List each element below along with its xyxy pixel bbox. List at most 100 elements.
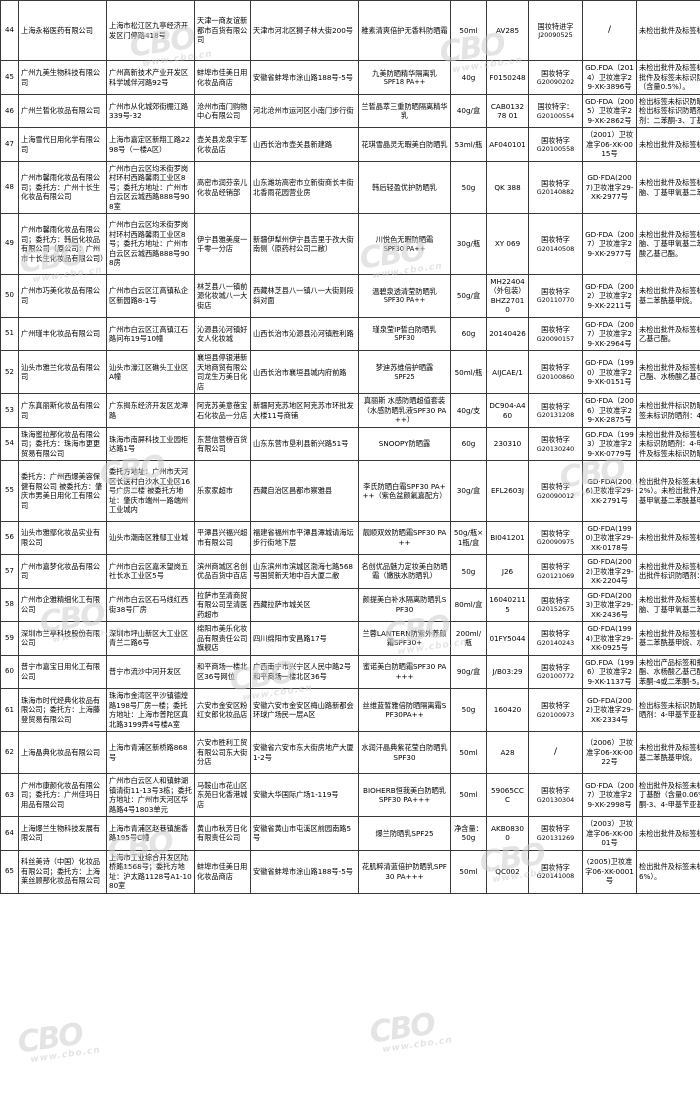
manufacturer-address-cell: 上海市嘉定区新翔工路2298号（一楼A区） xyxy=(106,127,195,162)
standard-number-cell: GD·FDA（2006）卫妆准字29-XK-2875号 xyxy=(582,393,637,428)
manufacturer-address-cell: 广州市白云区人和镇蚌湖镇清街11-13号3栋；委托方地址：广州市天河区华路路4号… xyxy=(106,773,195,818)
nonconforming-item-cell: 未检出批件及标签标识防晒剂：甲氧基肉桂酸乙基己酯"。 xyxy=(636,0,700,62)
watermark-small-text: www.cbo.cn xyxy=(381,1035,454,1056)
sampled-seller-address-cell: 新疆伊犁州伊宁县吉里于孜大街南侧（原药村公司二敝） xyxy=(250,213,359,275)
product-name-cell: 真丽斯 水感防晒超值套装（水感防晒乳液SPF30 PA++） xyxy=(358,393,451,428)
manufacturer-name-cell: 广州九美生物科技有限公司 xyxy=(18,60,107,95)
manufacturer-address-cell: 上海市工业综合开发区陆桥路1568号；委托方地址：沪太路1128号A1-1080… xyxy=(106,849,195,894)
table-row: 54 珠海蜜拉鄯化妆品有限公司；委托方：珠海市更更贸易有限公司 珠海市南屏科技工业园… xyxy=(0,426,700,462)
row-index-cell: 49 xyxy=(0,213,19,275)
approval-number-code: G20131208 xyxy=(536,411,575,420)
approval-number-main: 国妆特字 xyxy=(541,68,570,78)
table-row: 44 上海永裕医药有限公司 上海市松江区九亭经济开发区门停路418号 天津一商友谊新都… xyxy=(0,0,700,62)
specification-cell: 50ml/瓶 xyxy=(450,350,487,395)
table-row: 63 广州市康颜化妆品有限公司；委托方：广州佳玛日用品有限公司 广州市白云区人和镇蚌… xyxy=(0,773,700,818)
approval-number-cell: 国妆特字： G20100554 xyxy=(528,93,583,129)
manufacturer-address-cell: 上海市青浦区新桥路868号 xyxy=(106,731,195,775)
table-row: 46 广州兰皙化妆品有限公司 广州市从化城郊街棚江路339号-32 沧州市南门购物中心… xyxy=(0,93,700,129)
product-name-cell: 水润汗晶典紫花莹白防晒乳SPF30 xyxy=(358,731,451,775)
specification-cell: 60g xyxy=(450,426,487,462)
sampled-seller-address-cell: 安徽六安市金安区梅山路新都会环球广场民一层A区 xyxy=(250,688,359,733)
table-row: 56 汕头市雅鄢化妆品实业有限公司 汕头市潮南区雅鄢工业城 平潭县兴福兴超市有限公司福… xyxy=(0,520,700,556)
table-row: 47 上海雪代日用化学有限公司 上海市嘉定区新翔工路2298号（一楼A区） 壶关县龙泉… xyxy=(0,127,700,162)
table-row: 58 广州市企雅精细化工有限公司 广州市白云区石马线红西街38号厂房 拉萨市至清商贸有… xyxy=(0,587,700,623)
specification-cell: 50g xyxy=(450,688,487,733)
watermark-big-text: CBO xyxy=(15,1016,85,1061)
standard-number-cell: / xyxy=(582,0,637,62)
approval-number-code: G20130304 xyxy=(536,795,575,804)
nonconforming-item-cell: 未检出批件及标签标识防晒剂：丁基甲氧基二苯基甲烷，检出批件及标签未标识防晒剂；双… xyxy=(636,60,700,95)
sampled-seller-address-cell: 山东东营市垦利县新兴路51号 xyxy=(250,426,359,462)
standard-number-cell: （2003）卫妆准字06-XK-0001号 xyxy=(582,816,637,851)
approval-number-code: G20152675 xyxy=(536,605,575,614)
manufacturer-name-cell: 汕头市雅鄢化妆品实业有限公司 xyxy=(18,520,107,556)
table-row: 60 普宁市嘉宝日用化工有限公司 普宁市流沙中河开发区 和平商场一楼北区36号网位 广西… xyxy=(0,654,700,690)
sampled-seller-cell: 拉萨市至清商贸有限公司至清医药超市 xyxy=(194,587,251,623)
table-row: 51 广州瑾丰化妆品有限公司 广州市白云区江高镇江石路问布19号10幢 沁源县沁河镇好… xyxy=(0,316,700,352)
nonconforming-item-cell: 未检出批件及标签标识防晒剂：4-甲基苄亚基樟脑、丁基甲氧基二苯酰基甲烷。 xyxy=(636,731,700,775)
row-index-cell: 47 xyxy=(0,127,19,162)
standard-number-cell: （2006）卫妆准字06-XK-0022号 xyxy=(582,731,637,775)
row-index-cell: 54 xyxy=(0,426,19,462)
table-row: 45 广州九美生物科技有限公司 广州高新技术产业开发区科学城伴河路92号 蚌埠市佳美日… xyxy=(0,60,700,95)
batch-number-cell: QK 388 xyxy=(486,160,529,215)
approval-number-code: G20090202 xyxy=(536,78,575,87)
nonconforming-item-cell: 检出标签未标识防晒剂：二苯酮-3（含量1%）；未检出批件防晒剂：4-甲基苄亚基樟… xyxy=(636,688,700,733)
nonconforming-item-cell: 未检出批件及标签标识防晒剂：丁基甲氧基二苯甲酰基甲烷。 xyxy=(636,520,700,556)
sampled-seller-cell: 乐家家超市 xyxy=(194,460,251,522)
approval-number-code: G20090157 xyxy=(536,334,575,343)
batch-number-cell: 20140426 xyxy=(486,316,529,352)
sampled-seller-cell: 东营信营榜百货有限公司 xyxy=(194,426,251,462)
manufacturer-name-cell: 上海晶典化妆品有限公司 xyxy=(18,731,107,775)
batch-number-cell: AV285 xyxy=(486,0,529,62)
product-name-cell: 颜提美白补水隔离防晒乳SPF30 xyxy=(358,587,451,623)
row-index-cell: 55 xyxy=(0,460,19,522)
batch-number-cell: A28 xyxy=(486,731,529,775)
sampled-seller-cell: 沁源县沁河镇好女人化妆城 xyxy=(194,316,251,352)
standard-number-cell: GD·FDA(1990)卫妆准字29-XK-0178号 xyxy=(582,520,637,556)
approval-number-code: G20121069 xyxy=(536,571,575,580)
nonconforming-item-cell: 未检出批件及标签标识防晒剂：二苯酮-3、4-甲基苄亚基樟脑、丁基甲氧基二苯酰基甲… xyxy=(636,587,700,623)
product-name-cell: 九美防晒精华隔离乳 SPF18 PA++ xyxy=(358,60,451,95)
approval-number-main: 国妆特字 xyxy=(541,629,570,639)
row-index-cell: 64 xyxy=(0,816,19,851)
sampled-seller-address-cell: 山东潍坊高密市立新街商长丰街北香雨花园营业房 xyxy=(250,160,359,215)
approval-number-cell: 国妆特字 G20100973 xyxy=(528,688,583,733)
product-name-cell: 名创优品魅力定妆美白防晒霜（嫩肤水防晒乳） xyxy=(358,554,451,589)
nonconforming-item-cell: 检出批件及标签未标识防晒剂：亚甲基双-苯并三唑基四甲基丁基酚（含量0.06%）；… xyxy=(636,773,700,818)
manufacturer-name-cell: 上海爆兰生物科技发展有限公司 xyxy=(18,816,107,851)
standard-number-cell: GD·FDA（2007）卫妆准字29-XK-2998号 xyxy=(582,773,637,818)
manufacturer-address-cell: 委托方地址：广州市天河区长送村白沙水工业区16号广房二楼 被委托方地址：肇庆市端… xyxy=(106,460,195,522)
approval-number-main: 国妆特字 xyxy=(541,528,570,538)
batch-number-cell: J/B03:29 xyxy=(486,654,529,690)
sampled-seller-cell: 襄垣县停银港新天地商贸有限公司龙生万美日化店 xyxy=(194,350,251,395)
sampled-seller-cell: 阿克苏美意蓓宝石化妆品一分店 xyxy=(194,393,251,428)
manufacturer-name-cell: 广州兰皙化妆品有限公司 xyxy=(18,93,107,129)
sampled-seller-cell: 马鞍山市花山区东苑日化香港城店 xyxy=(194,773,251,818)
product-name-cell: 稚素清爽倍护无香料防晒霜 xyxy=(358,0,451,62)
manufacturer-name-cell: 上海雪代日用化学有限公司 xyxy=(18,127,107,162)
row-index-cell: 45 xyxy=(0,60,19,95)
specification-cell: 50ml xyxy=(450,0,487,62)
sampled-seller-cell: 林芝县八一镇前源化妆城八一大街店 xyxy=(194,273,251,318)
product-name-cell: BIOHERB恒我美白防晒乳SPF30 PA+++ xyxy=(358,773,451,818)
product-name-cell: 温碧泉透清莹防晒乳 SPF30 PA++ xyxy=(358,273,451,318)
manufacturer-address-cell: 汕头市潮南区雅鄢工业城 xyxy=(106,520,195,556)
standard-number-cell: GD·FDA(2002)卫妆准字29-XK-2204号 xyxy=(582,554,637,589)
approval-number-main: 国妆特字 xyxy=(541,286,570,296)
product-name-cell: SNOOPY防晒露 xyxy=(358,426,451,462)
sampled-seller-address-cell: 河北沧州市运河区小南门步行街 xyxy=(250,93,359,129)
approval-number-code: G20100554 xyxy=(536,111,575,120)
approval-number-main: 国妆特字 xyxy=(541,235,570,245)
row-index-cell: 58 xyxy=(0,587,19,623)
sampled-seller-address-cell: 西藏自治区昌都市察雅县 xyxy=(250,460,359,522)
watermark-big-text: CBO xyxy=(367,1006,437,1051)
sampled-seller-cell: 高密市润芬亲儿化妆品经销部 xyxy=(194,160,251,215)
batch-number-cell: 160420 xyxy=(486,688,529,733)
sampled-seller-address-cell: 安徽省蚌埠市涂山路188号-5号 xyxy=(250,60,359,95)
specification-cell: 30g/盒 xyxy=(450,460,487,522)
standard-number-cell: GD·FDA（2007）卫妆准字29-XK-2964号 xyxy=(582,316,637,352)
standard-number-cell: GD·FDA（2005）卫妆准字29-XK-2862号 xyxy=(582,93,637,129)
approval-number-code: G20130240 xyxy=(536,444,575,453)
manufacturer-address-cell: 广州市白云区石马线红西街38号厂房 xyxy=(106,587,195,623)
